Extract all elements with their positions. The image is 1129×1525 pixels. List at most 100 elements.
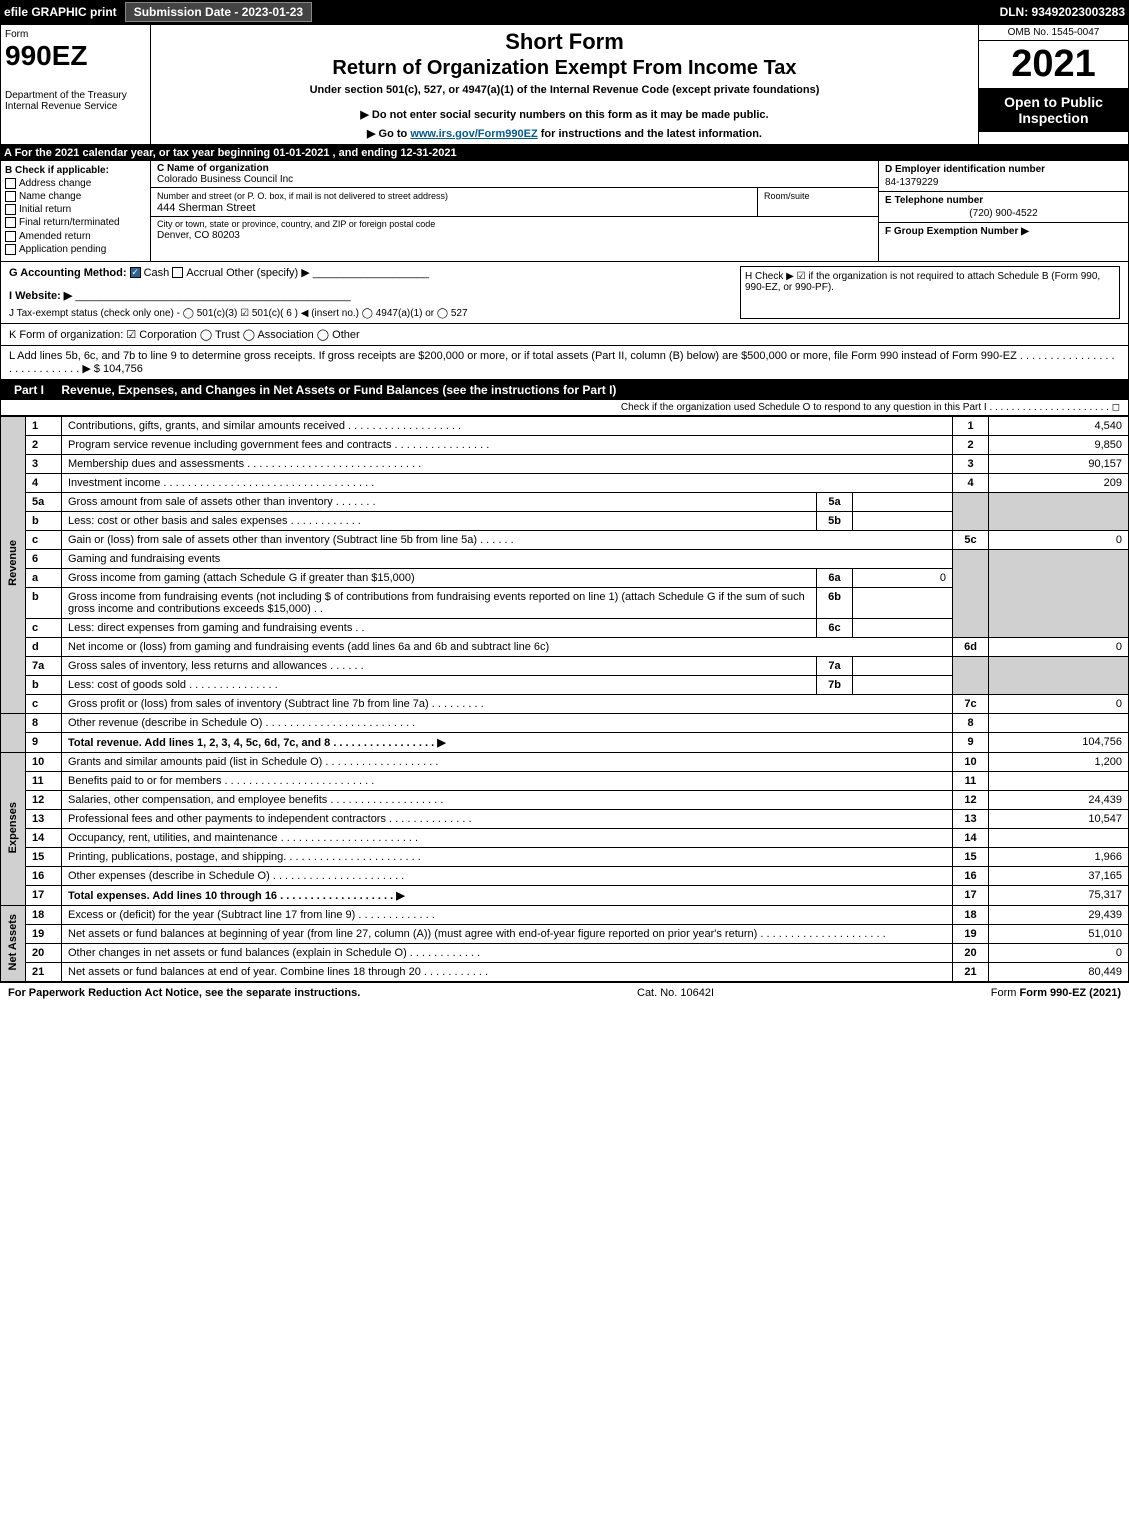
- r3-num: 3: [26, 454, 62, 473]
- j-tax-exempt: J Tax-exempt status (check only one) - ◯…: [9, 308, 740, 319]
- r5c-desc: Gain or (loss) from sale of assets other…: [62, 530, 953, 549]
- r19-rn: 19: [953, 924, 989, 943]
- r7b-desc: Less: cost of goods sold . . . . . . . .…: [62, 675, 817, 694]
- chk-name-change[interactable]: Name change: [5, 191, 146, 202]
- r19-amt: 51,010: [989, 924, 1129, 943]
- r4-amt: 209: [989, 473, 1129, 492]
- h-check: H Check ▶ ☑ if the organization is not r…: [740, 266, 1120, 319]
- tel-value: (720) 900-4522: [885, 208, 1122, 219]
- r15-desc: Printing, publications, postage, and shi…: [62, 847, 953, 866]
- r2-amt: 9,850: [989, 435, 1129, 454]
- line-a: A For the 2021 calendar year, or tax yea…: [0, 145, 1129, 161]
- r7a-sv: [853, 656, 953, 675]
- r15-amt: 1,966: [989, 847, 1129, 866]
- r9-desc: Total revenue. Add lines 1, 2, 3, 4, 5c,…: [62, 732, 953, 752]
- g-other: Other (specify) ▶: [226, 267, 310, 279]
- side-expenses: Expenses: [1, 752, 26, 905]
- r10-desc: Grants and similar amounts paid (list in…: [62, 752, 953, 771]
- top-bar: efile GRAPHIC print Submission Date - 20…: [0, 0, 1129, 24]
- r19-num: 19: [26, 924, 62, 943]
- r10-amt: 1,200: [989, 752, 1129, 771]
- irs-link[interactable]: www.irs.gov/Form990EZ: [410, 128, 537, 140]
- r3-rn: 3: [953, 454, 989, 473]
- open-public: Open to Public Inspection: [979, 88, 1128, 132]
- goto-line: ▶ Go to www.irs.gov/Form990EZ for instru…: [159, 127, 970, 140]
- tax-year: 2021: [979, 41, 1128, 88]
- r6c-sub: 6c: [817, 618, 853, 637]
- g-cash: Cash: [144, 267, 170, 279]
- section-bcdef: B Check if applicable: Address change Na…: [0, 161, 1129, 262]
- r17-num: 17: [26, 885, 62, 905]
- r13-amt: 10,547: [989, 809, 1129, 828]
- form-number: 990EZ: [5, 40, 146, 72]
- r7c-desc: Gross profit or (loss) from sales of inv…: [62, 694, 953, 713]
- r7c-amt: 0: [989, 694, 1129, 713]
- org-name: Colorado Business Council Inc: [157, 174, 293, 185]
- chk-accrual[interactable]: [172, 267, 183, 278]
- r4-desc: Investment income . . . . . . . . . . . …: [62, 473, 953, 492]
- r6-desc: Gaming and fundraising events: [62, 549, 953, 568]
- row-g-h: G Accounting Method: Cash Accrual Other …: [0, 262, 1129, 324]
- r16-rn: 16: [953, 866, 989, 885]
- r6b-sv: [853, 587, 953, 618]
- r15-num: 15: [26, 847, 62, 866]
- chk-cash[interactable]: [130, 267, 141, 278]
- r7c-rn: 7c: [953, 694, 989, 713]
- r6c-num: c: [26, 618, 62, 637]
- b-label: B Check if applicable:: [5, 165, 146, 176]
- r20-desc: Other changes in net assets or fund bala…: [62, 943, 953, 962]
- chk-pending[interactable]: Application pending: [5, 244, 146, 255]
- r5-gray-amt: [989, 492, 1129, 530]
- short-form-title: Short Form: [159, 29, 970, 55]
- k-form-org: K Form of organization: ☑ Corporation ◯ …: [9, 328, 360, 341]
- chk-initial-return[interactable]: Initial return: [5, 204, 146, 215]
- form-header: Form 990EZ Department of the Treasury In…: [0, 24, 1129, 145]
- r1-rn: 1: [953, 416, 989, 435]
- r5a-sv: [853, 492, 953, 511]
- chk-address-change[interactable]: Address change: [5, 178, 146, 189]
- r5b-sv: [853, 511, 953, 530]
- r6d-rn: 6d: [953, 637, 989, 656]
- r6-gray: [953, 549, 989, 637]
- i-website: I Website: ▶: [9, 290, 72, 302]
- r18-num: 18: [26, 905, 62, 924]
- r2-rn: 2: [953, 435, 989, 454]
- r20-num: 20: [26, 943, 62, 962]
- chk-final-return[interactable]: Final return/terminated: [5, 217, 146, 228]
- r13-rn: 13: [953, 809, 989, 828]
- r6a-sub: 6a: [817, 568, 853, 587]
- r5-gray: [953, 492, 989, 530]
- r4-num: 4: [26, 473, 62, 492]
- r5b-num: b: [26, 511, 62, 530]
- ssn-warning: ▶ Do not enter social security numbers o…: [159, 108, 970, 121]
- r6a-sv: 0: [853, 568, 953, 587]
- r18-amt: 29,439: [989, 905, 1129, 924]
- form-label: Form: [5, 29, 146, 40]
- r16-desc: Other expenses (describe in Schedule O) …: [62, 866, 953, 885]
- r6-num: 6: [26, 549, 62, 568]
- city-label: City or town, state or province, country…: [157, 219, 435, 229]
- r7b-sub: 7b: [817, 675, 853, 694]
- r5c-rn: 5c: [953, 530, 989, 549]
- r14-rn: 14: [953, 828, 989, 847]
- r21-desc: Net assets or fund balances at end of ye…: [62, 962, 953, 981]
- r6b-sub: 6b: [817, 587, 853, 618]
- footer-left: For Paperwork Reduction Act Notice, see …: [8, 987, 360, 999]
- goto-pre: ▶ Go to: [367, 128, 410, 140]
- chk-amended[interactable]: Amended return: [5, 231, 146, 242]
- r7b-num: b: [26, 675, 62, 694]
- street-value: 444 Sherman Street: [157, 202, 255, 214]
- r7-gray-amt: [989, 656, 1129, 694]
- r9-amt: 104,756: [989, 732, 1129, 752]
- efile-label[interactable]: efile GRAPHIC print: [4, 5, 117, 19]
- r12-desc: Salaries, other compensation, and employ…: [62, 790, 953, 809]
- part-i-sub: Check if the organization used Schedule …: [0, 400, 1129, 416]
- r5a-num: 5a: [26, 492, 62, 511]
- street-label: Number and street (or P. O. box, if mail…: [157, 191, 448, 201]
- r7a-desc: Gross sales of inventory, less returns a…: [62, 656, 817, 675]
- r2-num: 2: [26, 435, 62, 454]
- tel-label: E Telephone number: [885, 195, 983, 206]
- r8-desc: Other revenue (describe in Schedule O) .…: [62, 713, 953, 732]
- r19-desc: Net assets or fund balances at beginning…: [62, 924, 953, 943]
- r10-num: 10: [26, 752, 62, 771]
